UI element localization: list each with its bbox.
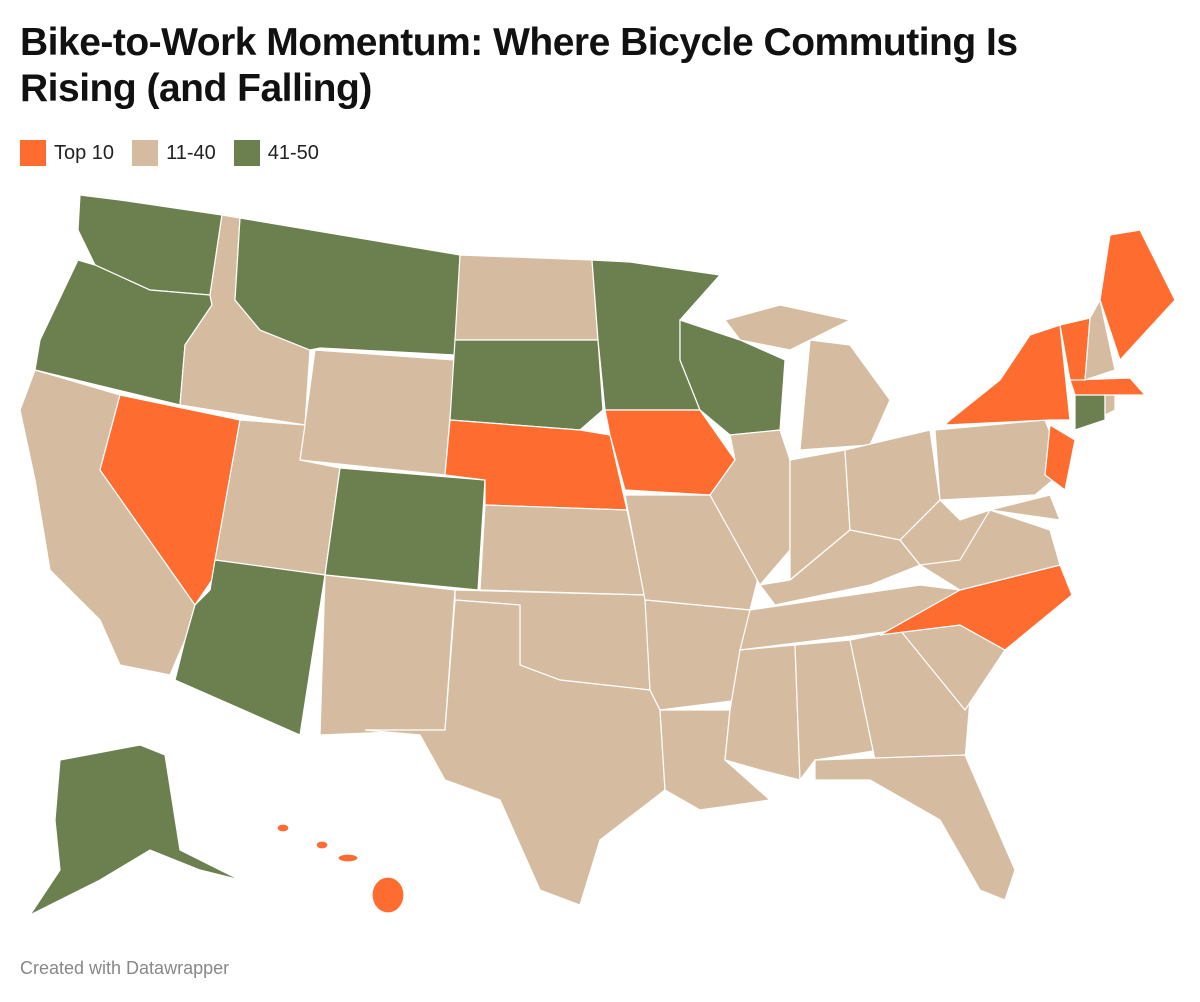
state [99, 394, 241, 607]
state [479, 504, 646, 596]
state [1099, 229, 1176, 362]
state [371, 876, 405, 914]
footer: Created with Datawrapper [20, 958, 230, 978]
legend: Top 10 11-40 41-50 [20, 140, 319, 166]
state [28, 744, 241, 917]
state [454, 254, 599, 341]
state [934, 419, 1066, 501]
state [1069, 377, 1147, 396]
legend-label: Top 10 [54, 141, 115, 164]
state [299, 349, 456, 476]
state [337, 853, 359, 863]
state [449, 339, 604, 431]
state [364, 599, 666, 906]
state [799, 339, 891, 451]
state [174, 559, 326, 736]
state [1074, 389, 1106, 431]
state [943, 324, 1071, 426]
state [315, 840, 329, 850]
state [814, 754, 1016, 901]
legend-item: 41-50 [233, 140, 319, 166]
legend-swatch [233, 140, 260, 166]
legend-label: 11-40 [166, 141, 216, 164]
legend-item: Top 10 [20, 140, 114, 166]
state [276, 823, 290, 833]
legend-swatch [20, 140, 46, 166]
state [319, 574, 456, 736]
state [989, 494, 1061, 521]
state [1084, 298, 1116, 381]
state [709, 429, 791, 587]
state [1044, 423, 1076, 492]
state [324, 467, 486, 591]
legend-label: 41-50 [267, 141, 319, 164]
state [644, 599, 751, 711]
legend-swatch [132, 140, 159, 166]
states [19, 194, 1176, 917]
title: Bike-to-Work Momentum: Where Bicycle Com… [20, 21, 1018, 110]
legend-item: 11-40 [132, 140, 216, 166]
state [723, 304, 852, 351]
